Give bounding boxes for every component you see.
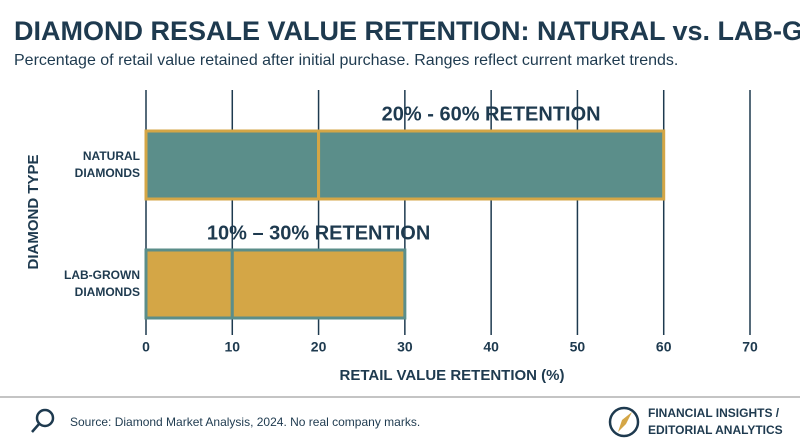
x-axis-label: RETAIL VALUE RETENTION (%) (340, 367, 565, 384)
y-tick-label: LAB-GROWN DIAMONDS (64, 268, 140, 299)
chart-subtitle: Percentage of retail value retained afte… (14, 52, 678, 69)
x-tick-label: 20 (311, 339, 327, 355)
footer-brand: FINANCIAL INSIGHTS / (648, 406, 780, 420)
x-tick-label: 10 (224, 339, 240, 355)
search-icon (31, 408, 55, 433)
y-axis-label: DIAMOND TYPE (25, 154, 42, 269)
bar-range (317, 129, 666, 201)
x-tick-label: 70 (742, 339, 758, 355)
x-tick-label: 30 (397, 339, 413, 355)
x-tick-label: 50 (570, 339, 586, 355)
footer-brand: EDITORIAL ANALYTICS (648, 423, 783, 437)
chart-title: DIAMOND RESALE VALUE RETENTION: NATURAL … (14, 16, 800, 46)
bar-base (144, 129, 321, 201)
x-tick-label: 60 (656, 339, 672, 355)
footer-source: Source: Diamond Market Analysis, 2024. N… (70, 415, 420, 429)
compass-icon (608, 406, 640, 438)
x-tick-label: 0 (142, 339, 150, 355)
value-label: 10% – 30% RETENTION (207, 222, 430, 244)
y-tick-label: NATURAL DIAMONDS (74, 149, 140, 180)
bar-base (144, 248, 234, 320)
bar-range (230, 248, 407, 320)
value-label: 20% - 60% RETENTION (382, 103, 601, 125)
x-tick-label: 40 (483, 339, 499, 355)
